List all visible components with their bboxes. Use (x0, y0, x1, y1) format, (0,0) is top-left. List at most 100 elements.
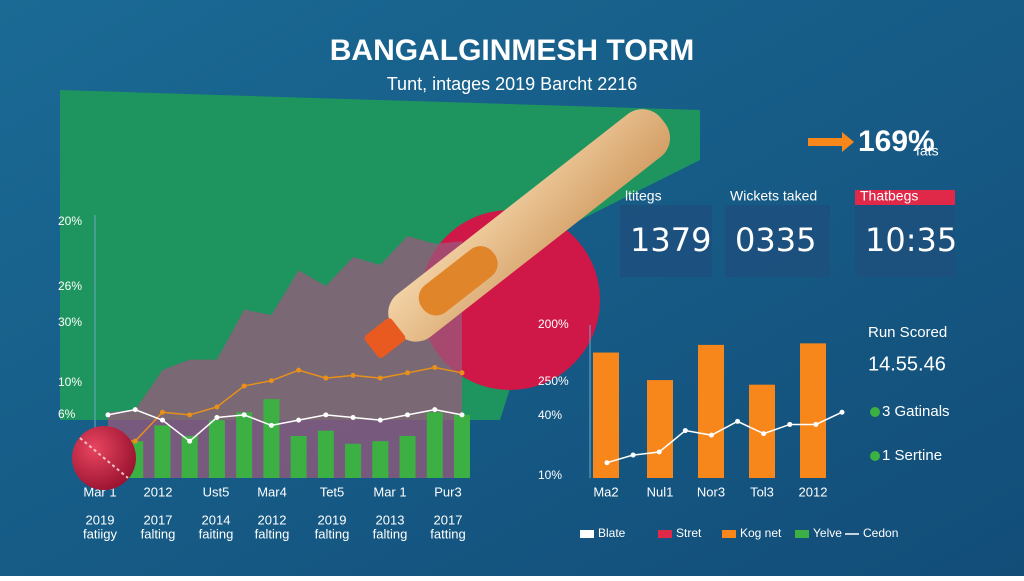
card-header (855, 190, 955, 205)
side-item: 1 Sertine (882, 447, 942, 464)
x-sub-label: 2017 (144, 512, 173, 527)
card-value: 1379 (630, 221, 711, 259)
legend-label: Yelve (813, 526, 842, 540)
cards: ltitegs 1379 Wickets taked 0335 Thatbegs 10:3… (620, 188, 957, 277)
x-tick-label: 2012 (144, 484, 173, 499)
legend-swatch (795, 530, 809, 538)
point (159, 417, 165, 423)
x-sub-label: falting (255, 526, 290, 541)
point (132, 438, 138, 444)
x-tick-label: Ust5 (203, 484, 230, 499)
point (459, 412, 465, 418)
bar (154, 425, 171, 478)
y-axis-label: 6% (58, 407, 76, 421)
bar (181, 435, 198, 478)
point (656, 449, 662, 455)
cricket-bat (364, 109, 671, 358)
side-title: Run Scored (868, 324, 947, 341)
bar (426, 412, 443, 478)
card-label: Wickets taked (730, 188, 817, 204)
point (350, 372, 356, 378)
x-sub-label: 2017 (434, 512, 463, 527)
highlight-value: 169% (858, 125, 935, 158)
x-sub-label: 2014 (202, 512, 231, 527)
x-sub-label: falting (315, 526, 350, 541)
point (241, 412, 247, 418)
point (296, 417, 302, 423)
y-axis-label: 20% (58, 214, 82, 228)
y-axis-label: 30% (58, 315, 82, 329)
x-tick-label: Tol3 (750, 484, 774, 499)
x-tick-label: Nor3 (697, 484, 725, 499)
bar (454, 414, 470, 478)
legend-label: Cedon (863, 526, 898, 540)
point (187, 412, 193, 418)
x-sub-label: 2019 (318, 512, 347, 527)
point (708, 432, 714, 438)
bar (647, 380, 673, 478)
legend-swatch (658, 530, 672, 538)
x-tick-label: 2012 (799, 484, 828, 499)
card-label: ltitegs (625, 188, 662, 204)
bar (317, 430, 334, 478)
bullet (870, 407, 880, 417)
point (682, 428, 688, 434)
point (432, 407, 438, 413)
y-axis-label: 40% (538, 408, 562, 422)
bar (399, 435, 416, 478)
bar (263, 399, 280, 478)
x-tick-label: Tet5 (320, 484, 345, 499)
point (377, 417, 383, 423)
side-value: 14.55.46 (868, 353, 946, 375)
point (214, 404, 220, 410)
point (761, 431, 767, 437)
point (459, 370, 465, 376)
bar (345, 443, 362, 478)
title: BANGALGINMESH TORM (330, 34, 694, 67)
y-axis-label: 250% (538, 374, 569, 388)
point (350, 415, 356, 421)
point (187, 438, 193, 444)
x-sub-label: falting (373, 526, 408, 541)
point (377, 375, 383, 381)
bar (208, 420, 225, 478)
point (630, 452, 636, 458)
point (323, 375, 329, 381)
x-tick-label: Mar 1 (373, 484, 406, 499)
legend-label: Blate (598, 526, 626, 540)
point (268, 422, 274, 428)
card-value: 0335 (735, 221, 816, 259)
subtitle: Tunt, intages 2019 Barcht 2216 (387, 74, 638, 94)
x-sub-label: 2019 (86, 512, 115, 527)
bar (800, 343, 826, 478)
arrow-icon (808, 132, 854, 152)
x-sub-label: falting (141, 526, 176, 541)
card (855, 205, 955, 277)
y-axis-label: 10% (538, 468, 562, 482)
legend-swatch (722, 530, 736, 538)
legend-swatch (580, 530, 594, 538)
line (606, 411, 843, 464)
x-sub-label: 2013 (376, 512, 405, 527)
point (105, 412, 111, 418)
point (405, 412, 411, 418)
bar (236, 412, 253, 478)
x-sub-label: fatiigy (83, 526, 117, 541)
bat-grip (418, 246, 498, 316)
point (268, 378, 274, 384)
card (725, 205, 830, 277)
card-value: 10:35 (865, 221, 957, 259)
y-axis-label: 10% (58, 375, 82, 389)
x-sub-label: fatting (430, 526, 465, 541)
point (604, 460, 610, 466)
bar (372, 441, 389, 478)
bar (290, 435, 307, 478)
line (107, 408, 463, 443)
green-panel (60, 90, 700, 420)
point (405, 370, 411, 376)
x-tick-label: Mar4 (257, 484, 287, 499)
card (620, 205, 712, 277)
point (787, 421, 793, 427)
x-sub-label: 2012 (258, 512, 287, 527)
y-axis-label: 26% (58, 279, 82, 293)
